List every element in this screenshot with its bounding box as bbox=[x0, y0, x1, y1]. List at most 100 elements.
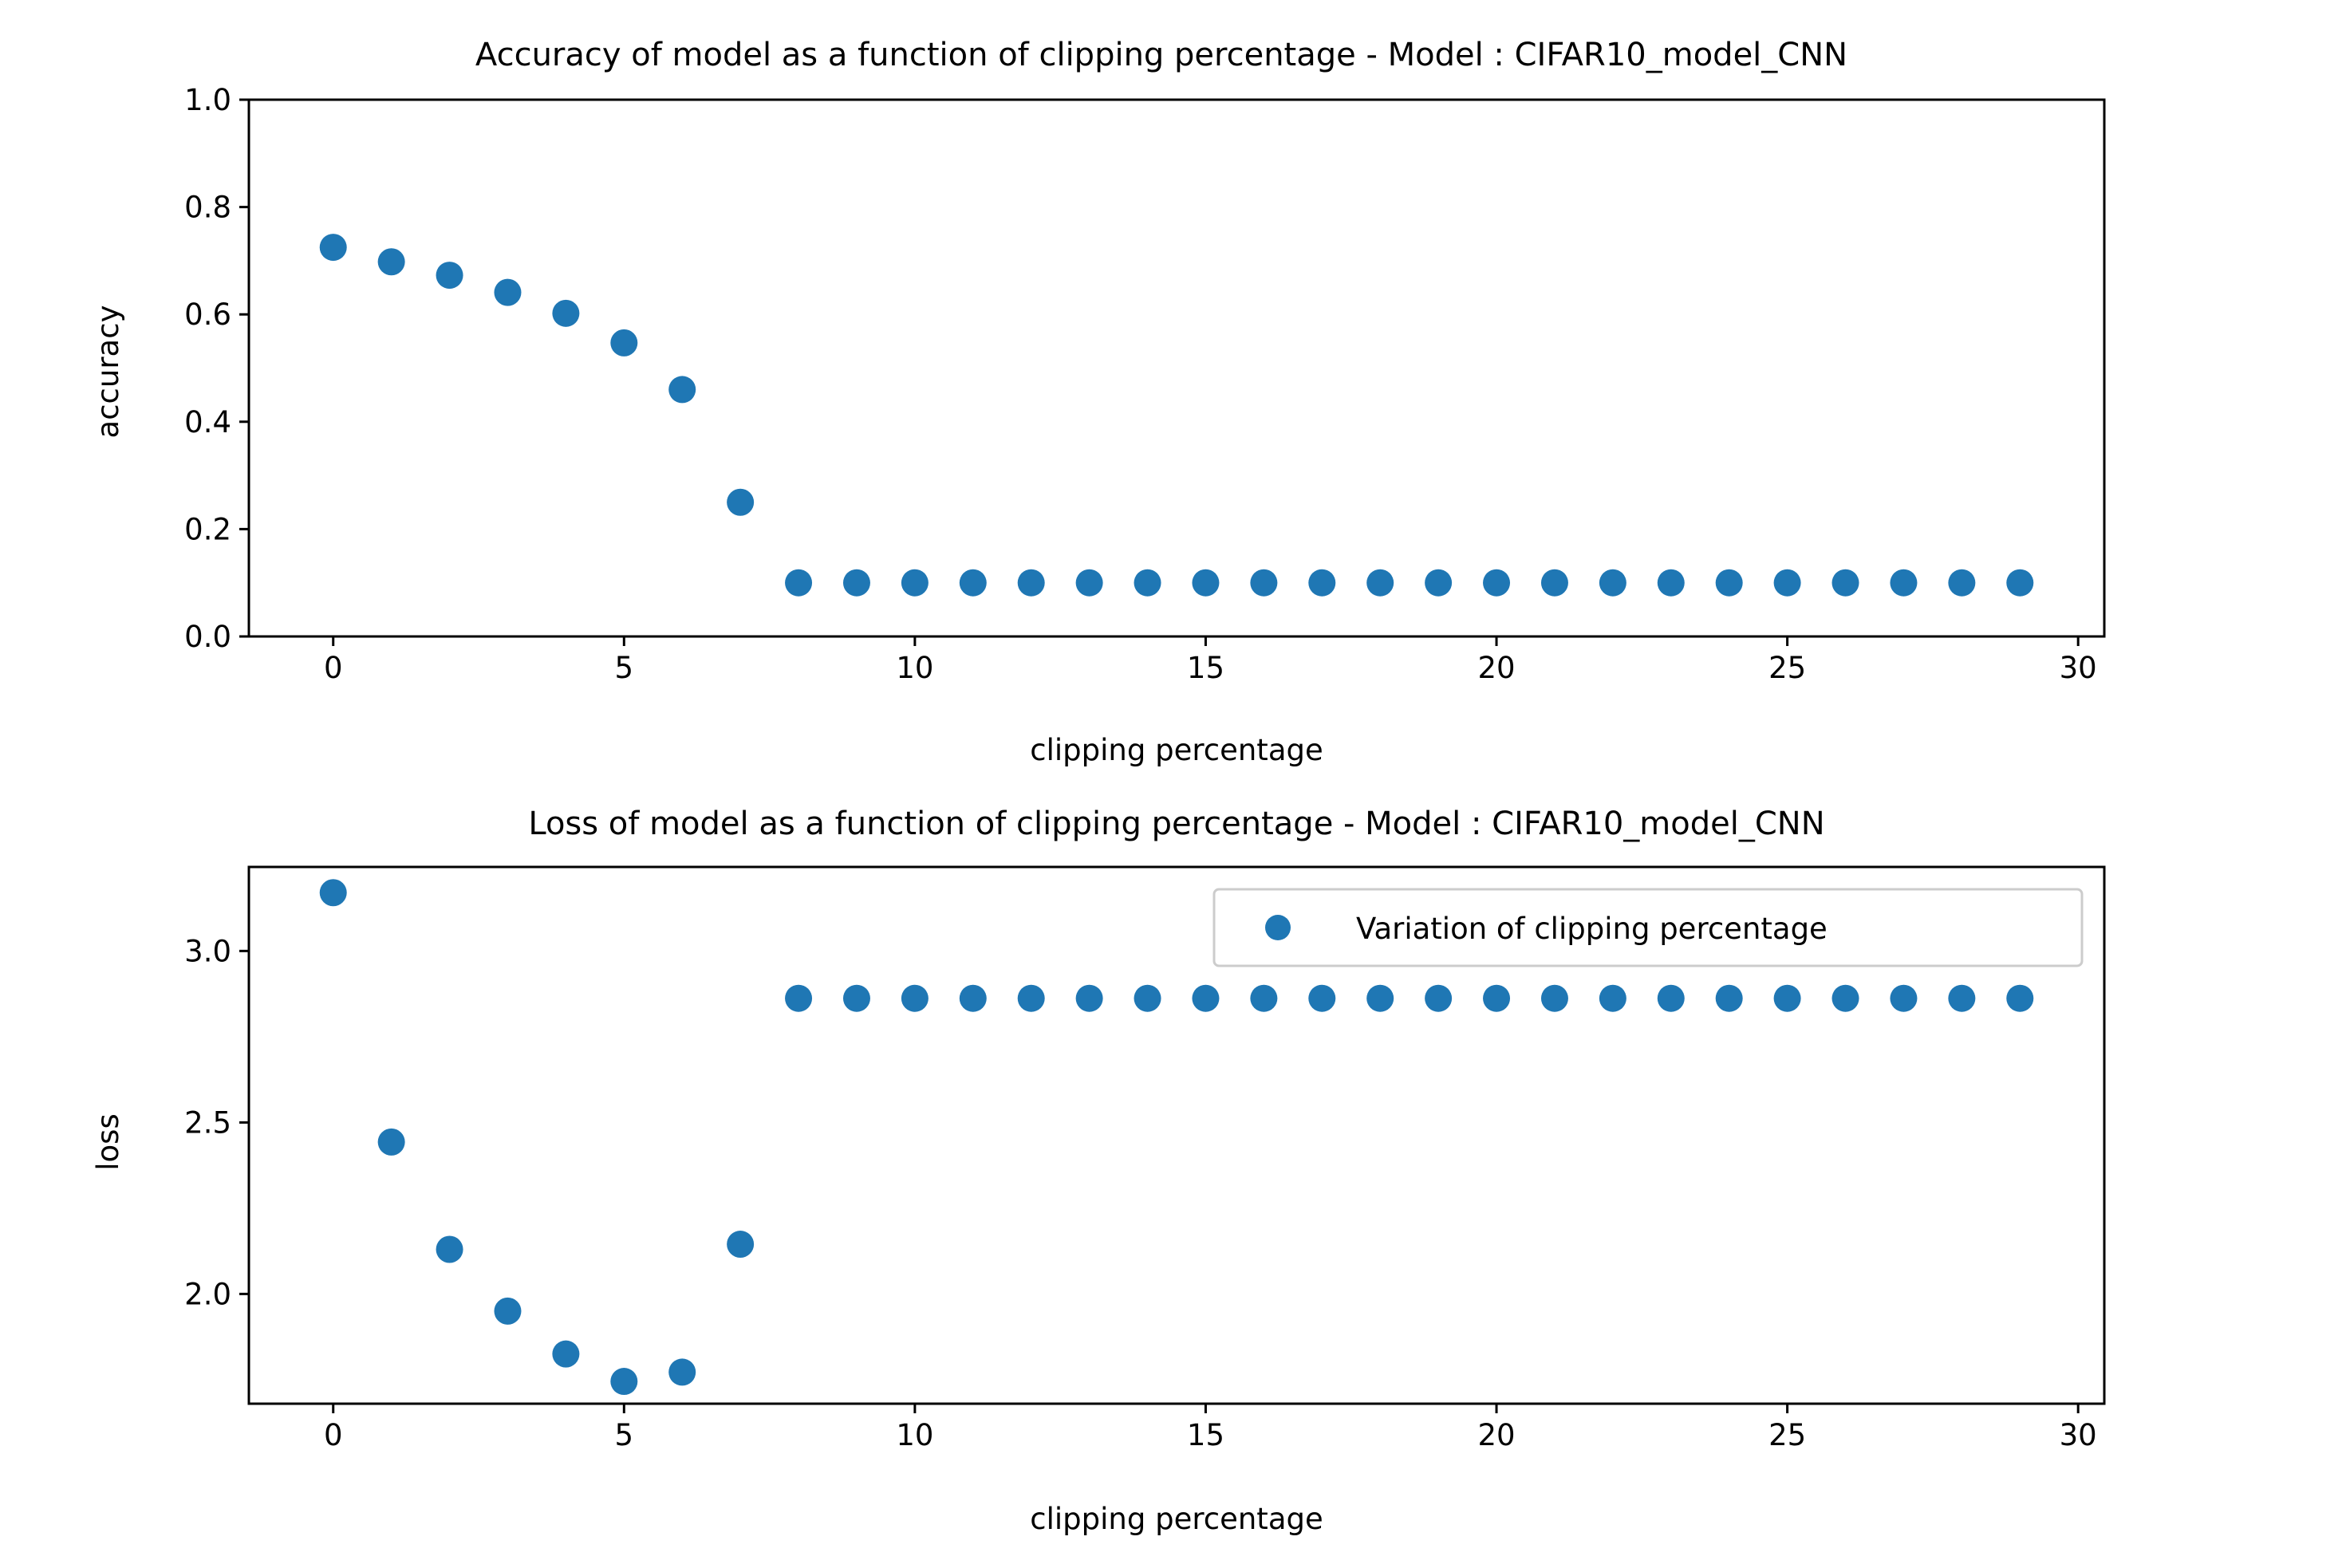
accuracy-point-13 bbox=[1075, 569, 1103, 597]
accuracy-point-15 bbox=[1192, 569, 1220, 597]
accuracy-x-tick-label-0: 0 bbox=[324, 651, 343, 685]
loss-point-28 bbox=[1948, 984, 1976, 1012]
loss-x-tick-label-1: 5 bbox=[615, 1418, 634, 1452]
loss-x-ticks: 0 5 10 15 20 25 30 bbox=[324, 1404, 2097, 1452]
loss-point-6 bbox=[668, 1358, 696, 1386]
loss-legend-marker bbox=[1265, 915, 1291, 940]
loss-point-13 bbox=[1075, 984, 1103, 1012]
loss-point-11 bbox=[959, 984, 987, 1012]
accuracy-point-14 bbox=[1134, 569, 1161, 597]
loss-y-ticks: 2.0 2.5 3.0 bbox=[184, 934, 249, 1311]
accuracy-x-tick-label-1: 5 bbox=[615, 651, 634, 685]
accuracy-point-8 bbox=[785, 569, 813, 597]
loss-point-2 bbox=[436, 1235, 463, 1263]
loss-y-tick-label-1: 2.5 bbox=[184, 1105, 231, 1140]
accuracy-y-tick-label-5: 1.0 bbox=[184, 83, 231, 117]
loss-x-axis-label: clipping percentage bbox=[1030, 1502, 1323, 1536]
loss-point-20 bbox=[1483, 984, 1511, 1012]
loss-point-5 bbox=[610, 1368, 638, 1396]
accuracy-point-20 bbox=[1483, 569, 1511, 597]
loss-point-8 bbox=[785, 984, 813, 1012]
accuracy-chart: Accuracy of model as a function of clipp… bbox=[91, 37, 2106, 767]
loss-point-7 bbox=[727, 1231, 755, 1259]
loss-legend: Variation of clipping percentage bbox=[1212, 888, 2084, 967]
accuracy-point-12 bbox=[1017, 569, 1045, 597]
loss-point-4 bbox=[552, 1340, 580, 1368]
loss-x-tick-label-2: 10 bbox=[896, 1418, 933, 1452]
accuracy-point-21 bbox=[1540, 569, 1568, 597]
loss-point-22 bbox=[1599, 984, 1626, 1012]
accuracy-point-6 bbox=[668, 376, 696, 404]
accuracy-y-tick-label-2: 0.4 bbox=[184, 405, 231, 439]
accuracy-y-axis-label: accuracy bbox=[91, 305, 125, 439]
loss-point-29 bbox=[2006, 984, 2034, 1012]
loss-point-12 bbox=[1017, 984, 1045, 1012]
accuracy-point-3 bbox=[494, 278, 522, 306]
accuracy-y-tick-label-1: 0.2 bbox=[184, 512, 231, 546]
loss-point-18 bbox=[1366, 984, 1394, 1012]
loss-point-21 bbox=[1540, 984, 1568, 1012]
accuracy-x-axis-label: clipping percentage bbox=[1030, 733, 1323, 767]
loss-chart: Loss of model as a function of clipping … bbox=[91, 806, 2106, 1536]
loss-chart-title: Loss of model as a function of clipping … bbox=[528, 806, 1824, 842]
accuracy-point-9 bbox=[842, 569, 870, 597]
accuracy-x-tick-label-6: 30 bbox=[2060, 651, 2097, 685]
loss-legend-box bbox=[1212, 888, 2084, 967]
accuracy-plot-frame bbox=[247, 98, 2106, 638]
loss-point-10 bbox=[901, 984, 929, 1012]
accuracy-point-16 bbox=[1250, 569, 1278, 597]
loss-point-9 bbox=[842, 984, 870, 1012]
accuracy-point-2 bbox=[436, 262, 463, 290]
accuracy-point-29 bbox=[2006, 569, 2034, 597]
loss-point-25 bbox=[1773, 984, 1801, 1012]
loss-point-19 bbox=[1425, 984, 1453, 1012]
loss-point-27 bbox=[1890, 984, 1918, 1012]
loss-point-26 bbox=[1831, 984, 1859, 1012]
accuracy-x-tick-label-3: 15 bbox=[1187, 651, 1224, 685]
accuracy-chart-title: Accuracy of model as a function of clipp… bbox=[475, 37, 1847, 73]
loss-point-16 bbox=[1250, 984, 1278, 1012]
accuracy-data-points bbox=[319, 234, 2034, 597]
accuracy-point-0 bbox=[319, 234, 347, 262]
loss-data-points bbox=[319, 879, 2034, 1396]
loss-point-0 bbox=[319, 879, 347, 907]
accuracy-point-25 bbox=[1773, 569, 1801, 597]
accuracy-point-24 bbox=[1715, 569, 1743, 597]
loss-x-tick-label-0: 0 bbox=[324, 1418, 343, 1452]
accuracy-point-10 bbox=[901, 569, 929, 597]
accuracy-point-7 bbox=[727, 488, 755, 516]
loss-x-tick-label-3: 15 bbox=[1187, 1418, 1224, 1452]
accuracy-point-28 bbox=[1948, 569, 1976, 597]
accuracy-point-26 bbox=[1831, 569, 1859, 597]
loss-point-24 bbox=[1715, 984, 1743, 1012]
accuracy-x-ticks: 0 5 10 15 20 25 30 bbox=[324, 636, 2097, 685]
accuracy-x-tick-label-2: 10 bbox=[896, 651, 933, 685]
loss-x-tick-label-6: 30 bbox=[2060, 1418, 2097, 1452]
loss-point-17 bbox=[1308, 984, 1336, 1012]
accuracy-point-27 bbox=[1890, 569, 1918, 597]
accuracy-y-tick-label-4: 0.8 bbox=[184, 191, 231, 225]
accuracy-y-tick-label-0: 0.0 bbox=[184, 620, 231, 654]
loss-x-tick-label-5: 25 bbox=[1768, 1418, 1806, 1452]
loss-x-tick-label-4: 20 bbox=[1477, 1418, 1515, 1452]
accuracy-point-11 bbox=[959, 569, 987, 597]
accuracy-y-ticks: 0.0 0.2 0.4 0.6 0.8 1.0 bbox=[184, 83, 249, 654]
loss-point-14 bbox=[1134, 984, 1161, 1012]
loss-y-tick-label-2: 3.0 bbox=[184, 934, 231, 968]
accuracy-point-1 bbox=[377, 248, 405, 276]
accuracy-point-18 bbox=[1366, 569, 1394, 597]
accuracy-point-4 bbox=[552, 299, 580, 327]
accuracy-point-19 bbox=[1425, 569, 1453, 597]
loss-point-1 bbox=[377, 1128, 405, 1156]
accuracy-point-17 bbox=[1308, 569, 1336, 597]
loss-y-axis-label: loss bbox=[91, 1113, 125, 1170]
accuracy-x-tick-label-4: 20 bbox=[1477, 651, 1515, 685]
loss-point-15 bbox=[1192, 984, 1220, 1012]
loss-legend-label: Variation of clipping percentage bbox=[1356, 912, 1828, 946]
loss-plot-frame bbox=[247, 865, 2106, 1405]
accuracy-point-22 bbox=[1599, 569, 1626, 597]
loss-point-23 bbox=[1657, 984, 1685, 1012]
loss-point-3 bbox=[494, 1297, 522, 1325]
